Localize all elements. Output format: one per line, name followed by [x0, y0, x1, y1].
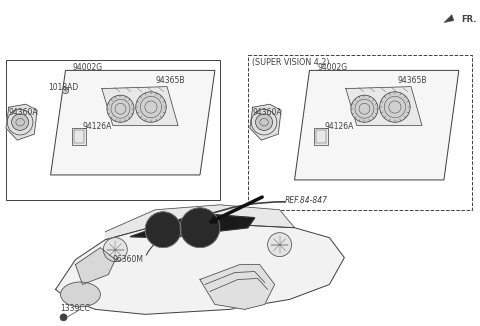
Text: FR.: FR. — [461, 15, 476, 23]
Text: 94002G: 94002G — [72, 64, 103, 72]
Ellipse shape — [12, 114, 29, 130]
Ellipse shape — [255, 114, 273, 130]
Text: 94360A: 94360A — [253, 108, 282, 117]
Text: 1339CC: 1339CC — [60, 304, 90, 313]
Circle shape — [180, 208, 220, 248]
Circle shape — [145, 212, 181, 248]
Polygon shape — [295, 70, 459, 180]
Polygon shape — [130, 215, 255, 238]
Polygon shape — [75, 248, 115, 285]
Polygon shape — [105, 205, 295, 240]
Bar — [6, 60, 220, 200]
Polygon shape — [200, 265, 275, 309]
Text: (SUPER VISION 4.2): (SUPER VISION 4.2) — [252, 58, 329, 67]
Text: 94002G: 94002G — [317, 64, 348, 72]
Polygon shape — [50, 70, 215, 175]
Text: 94126A: 94126A — [83, 122, 112, 131]
Circle shape — [62, 87, 69, 94]
Bar — [248, 55, 472, 210]
Circle shape — [60, 314, 67, 321]
Bar — [74, 130, 84, 143]
Circle shape — [380, 92, 410, 122]
Polygon shape — [444, 15, 454, 22]
Text: 1018AD: 1018AD — [48, 83, 79, 92]
Circle shape — [268, 233, 291, 257]
Ellipse shape — [60, 282, 100, 307]
Text: REF.84-847: REF.84-847 — [285, 196, 327, 205]
Circle shape — [351, 95, 378, 122]
Bar — [314, 128, 328, 144]
Bar — [72, 128, 86, 144]
Bar — [316, 130, 326, 143]
Polygon shape — [250, 104, 281, 140]
Text: 94360A: 94360A — [9, 108, 38, 117]
Text: 94365B: 94365B — [155, 76, 185, 85]
Polygon shape — [346, 87, 422, 126]
Circle shape — [107, 95, 134, 122]
Text: 96360M: 96360M — [112, 255, 144, 264]
Circle shape — [103, 238, 127, 261]
Polygon shape — [102, 87, 178, 126]
Circle shape — [136, 92, 166, 122]
Polygon shape — [6, 104, 37, 140]
FancyArrowPatch shape — [211, 197, 262, 222]
Text: 94126A: 94126A — [324, 122, 354, 131]
Text: 94365B: 94365B — [397, 76, 427, 85]
Polygon shape — [56, 225, 344, 314]
